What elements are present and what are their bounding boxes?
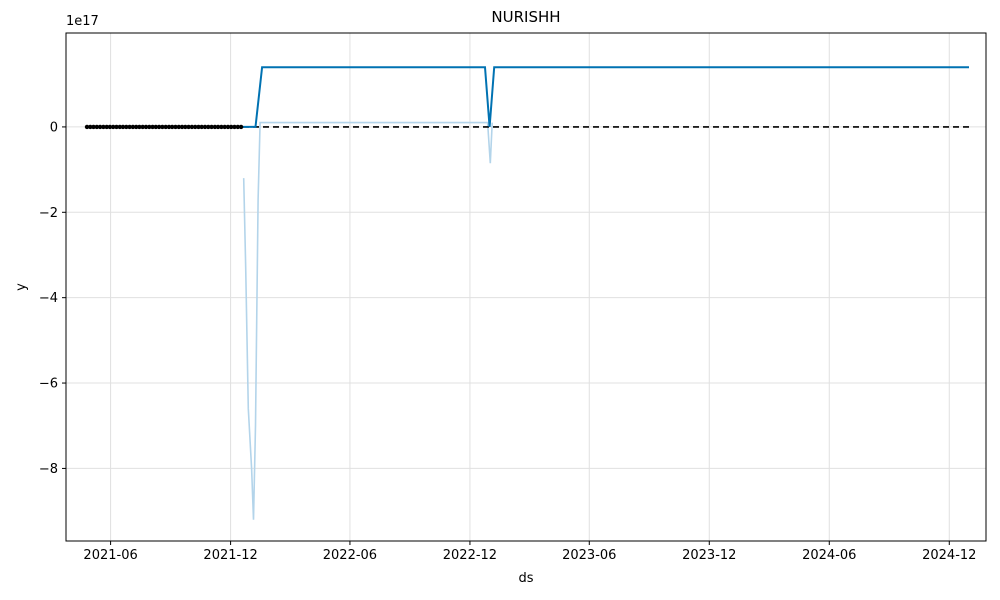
- y-tick-label: 0: [50, 120, 58, 135]
- actual-point: [101, 124, 106, 130]
- actual-point: [170, 124, 175, 130]
- actual-point: [235, 124, 240, 130]
- x-axis: 2021-06 2021-12 2022-06 2022-12 2023-06 2023-…: [83, 541, 976, 563]
- actual-point: [229, 124, 234, 130]
- actual-point: [97, 124, 103, 130]
- actual-point: [143, 124, 149, 130]
- actual-point: [225, 124, 231, 130]
- interval-line: [242, 121, 493, 520]
- actual-point: [199, 124, 204, 130]
- actual-point: [140, 124, 145, 130]
- x-tick-label: 2021-06: [83, 548, 137, 563]
- interval-layer: [242, 121, 493, 520]
- actual-point: [232, 124, 237, 130]
- y-tick-label: −2: [39, 206, 58, 221]
- actual-point: [173, 124, 178, 130]
- points-layer: [84, 124, 244, 130]
- y-axis: 0 −2 −4 −6 −8: [39, 120, 66, 477]
- y-offset-label: 1e17: [66, 14, 99, 29]
- actual-point: [219, 124, 224, 130]
- y-tick-label: −4: [39, 291, 58, 306]
- actual-point: [124, 124, 129, 130]
- actual-point: [193, 124, 198, 130]
- actual-point: [202, 124, 208, 130]
- actual-point: [156, 124, 162, 130]
- x-axis-label: ds: [518, 571, 533, 586]
- x-tick-label: 2022-06: [323, 548, 377, 563]
- y-axis-label: y: [14, 283, 29, 291]
- actual-point: [84, 124, 90, 130]
- actual-point: [163, 124, 168, 130]
- y-tick-label: −8: [39, 462, 58, 477]
- actual-point: [130, 124, 136, 130]
- actual-point: [150, 124, 155, 130]
- actual-point: [111, 124, 116, 130]
- actual-point: [196, 124, 201, 130]
- actual-point: [88, 124, 93, 130]
- actual-point: [114, 124, 119, 130]
- actual-point: [238, 124, 244, 130]
- grid-layer: [66, 33, 986, 541]
- actual-point: [183, 124, 188, 130]
- actual-point: [94, 124, 100, 130]
- x-tick-label: 2023-06: [562, 548, 616, 563]
- actual-point: [107, 124, 113, 130]
- x-tick-label: 2024-06: [802, 548, 856, 563]
- actual-point: [215, 124, 221, 130]
- actual-point: [147, 124, 152, 130]
- actual-point: [176, 124, 181, 130]
- actual-point: [127, 124, 132, 130]
- forecast-line: [243, 66, 969, 128]
- x-tick-label: 2024-12: [922, 548, 976, 563]
- chart-title: NURISHH: [491, 8, 560, 26]
- actual-point: [160, 124, 165, 130]
- x-tick-label: 2023-12: [682, 548, 736, 563]
- actual-point: [222, 124, 227, 130]
- actual-point: [120, 124, 126, 130]
- x-tick-label: 2022-12: [443, 548, 497, 563]
- actual-point: [117, 124, 123, 130]
- actual-point: [186, 124, 191, 130]
- plot-frame: [65, 32, 987, 542]
- actual-point: [91, 124, 96, 130]
- actual-point: [209, 124, 214, 130]
- y-tick-label: −6: [39, 377, 58, 392]
- actual-point: [206, 124, 211, 130]
- actual-point: [137, 124, 142, 130]
- actual-point: [134, 124, 139, 130]
- actual-point: [189, 124, 195, 130]
- actual-point: [153, 124, 158, 130]
- actual-point: [104, 124, 109, 130]
- x-tick-label: 2021-12: [203, 548, 257, 563]
- actual-point: [179, 124, 185, 130]
- actual-point: [166, 124, 172, 130]
- actual-point: [212, 124, 218, 130]
- forecast-layer: [243, 66, 969, 128]
